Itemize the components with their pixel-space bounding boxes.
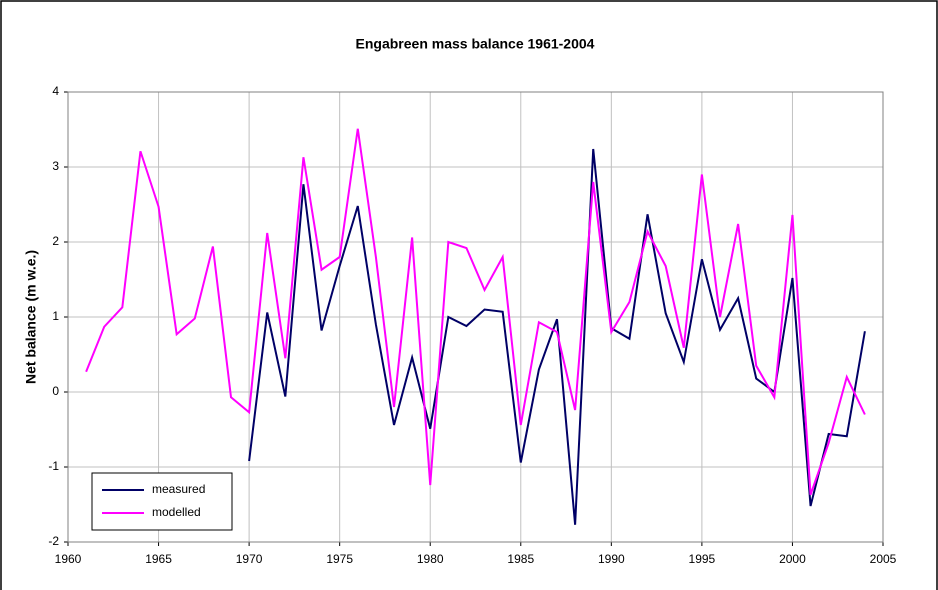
legend-label: measured (152, 482, 205, 496)
series-line (248, 148, 866, 525)
x-tick-label: 1965 (145, 552, 172, 566)
x-tick-label: 1970 (236, 552, 263, 566)
y-tick-label: 3 (52, 159, 59, 173)
x-tick-label: 1985 (507, 552, 534, 566)
x-tick-label: 1980 (417, 552, 444, 566)
y-tick-label: 4 (52, 84, 59, 98)
x-tick-label: 1975 (326, 552, 353, 566)
y-tick-label: -2 (48, 534, 59, 548)
series-line (85, 128, 866, 496)
plot-border (67, 91, 884, 543)
legend-label: modelled (152, 505, 201, 519)
x-tick-label: 1960 (55, 552, 82, 566)
chart-title: Engabreen mass balance 1961-2004 (356, 36, 595, 52)
legend-box (91, 472, 233, 531)
x-tick-label: 1995 (689, 552, 716, 566)
x-tick-label: 1990 (598, 552, 625, 566)
y-tick-label: 2 (52, 234, 59, 248)
y-axis-label: Net balance (m w.e.) (23, 250, 39, 384)
y-tick-label: 1 (52, 309, 59, 323)
x-tick-label: 2005 (870, 552, 897, 566)
x-tick-label: 2000 (779, 552, 806, 566)
y-tick-label: 0 (52, 384, 59, 398)
y-tick-label: -1 (48, 459, 59, 473)
